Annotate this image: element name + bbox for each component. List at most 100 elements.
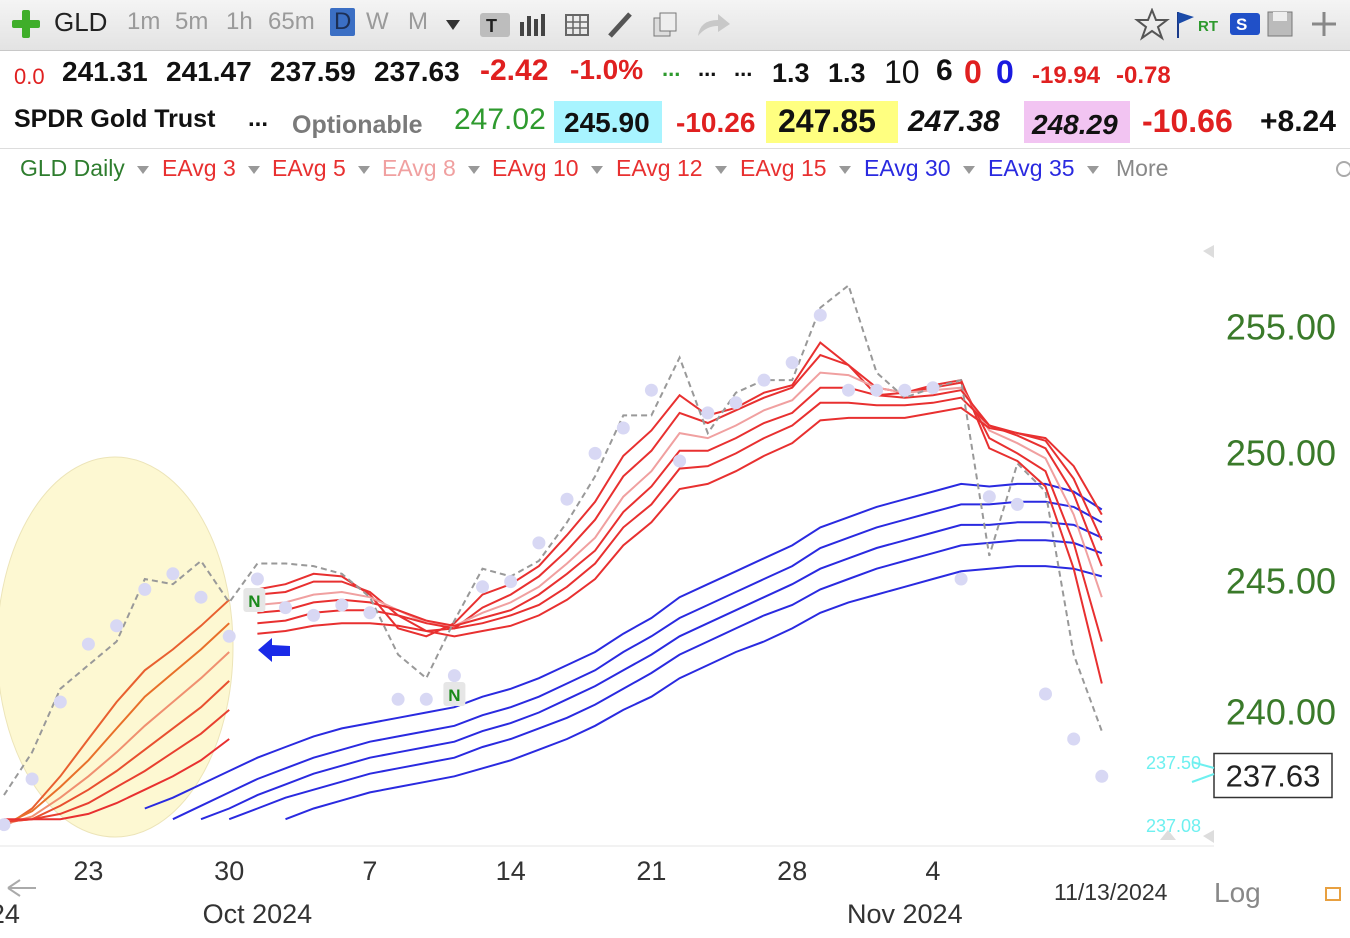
quote-dots-1: ... [698,56,717,81]
legend-eavg-3[interactable]: EAvg 3 [162,155,260,182]
date-label: 11/13/2024 [1054,879,1168,905]
ema-left-line [4,738,230,821]
quote-open: 241.31 [62,56,148,87]
x-tick-label: 23 [73,856,103,886]
ema-line-eavg-10 [257,386,1103,627]
flag-icon[interactable] [1177,12,1194,38]
price-dot [363,606,377,620]
add-symbol-icon[interactable] [12,10,40,38]
price-dot [898,383,912,397]
signal-marker: N [448,686,460,705]
quote-g: -19.94 [1032,62,1101,89]
toolbar-icons: T [480,12,730,38]
interval-daily[interactable]: D [330,8,356,36]
redo-icon[interactable] [698,14,730,36]
interval-5m[interactable]: 5m [175,8,209,35]
ema-left-line [3,622,230,826]
legend-more[interactable]: More [1116,155,1169,181]
scroll-right-icon[interactable] [1203,830,1214,843]
ema-line-eavg-30 [144,482,1103,810]
price-dot [644,383,658,397]
price-dot [757,373,771,387]
s-label: S [1236,15,1247,34]
chevron-down-icon [467,165,480,174]
move-icon[interactable] [1312,12,1336,36]
legend-label: EAvg 12 [616,155,703,181]
rt-label[interactable]: RT [1198,18,1218,35]
text-tool-icon[interactable]: T [480,13,510,37]
legend-eavg-10[interactable]: EAvg 10 [492,155,603,182]
interval-1m[interactable]: 1m [127,8,161,35]
legend-eavg-30[interactable]: EAvg 30 [864,155,975,182]
price-dot [616,421,630,435]
window-icon[interactable] [1325,887,1341,901]
month-label: Nov 2024 [847,899,963,929]
legend-gld-daily[interactable]: GLD Daily [20,155,149,182]
toolbar: GLD 1m 5m 1h 65m D W M T RT S [0,0,1350,51]
bar-chart-icon[interactable] [520,14,545,36]
quote-change-pct: -1.0% [570,54,644,85]
toolbar-right-icons: RT S [1134,8,1336,41]
quote-p2-cell: 245.90 [554,101,662,143]
price-dot [813,308,827,322]
instrument-name: SPDR Gold Trust [14,105,216,133]
ema-line-eavg-12 [257,396,1103,630]
signal-marker-bg [443,682,466,706]
interval-monthly[interactable]: M [408,8,428,35]
save-icon[interactable] [1267,11,1293,37]
price-line [3,283,1103,796]
price-dot [1039,687,1052,701]
legend-eavg-5[interactable]: EAvg 5 [272,155,370,182]
signal-markers: NN [243,588,466,706]
quote-dots-2: ... [734,56,753,81]
y-tick-label: 245.00 [1226,561,1336,602]
quote-row-1: 0.0 241.31 241.47 237.59 237.63 -2.42 -1… [0,54,1350,94]
quote-high: 241.47 [166,56,252,87]
symbol-field[interactable]: GLD [54,7,108,37]
interval-weekly[interactable]: W [366,8,389,35]
grid-add-icon[interactable] [565,14,589,36]
settings-icon[interactable] [1334,159,1350,179]
quote-change: -2.42 [480,54,549,87]
price-dot [476,580,489,594]
ema-line-eavg-15 [257,406,1103,638]
legend-label: EAvg 35 [988,155,1075,181]
price-dot [729,396,743,410]
quote-e: 0 [964,54,982,90]
quote-dots-green: ... [662,56,681,81]
legend-eavg-8[interactable]: EAvg 8 [382,155,480,182]
pages-icon[interactable] [653,12,677,37]
signal-marker-bg [243,588,266,612]
price-dot [110,619,124,633]
interval-dropdown-icon[interactable] [446,20,460,30]
log-toggle[interactable]: Log [1214,877,1261,908]
price-dot [1010,497,1024,511]
x-tick-label: 28 [777,856,807,886]
chevron-down-icon [1086,165,1099,174]
back-arrow-icon[interactable] [7,879,36,897]
band-lines [1191,761,1215,783]
quote-low: 237.59 [270,56,356,87]
chevron-down-icon [247,165,260,174]
interval-65m[interactable]: 65m [268,8,315,35]
ema-left-line [3,651,230,826]
scroll-left-icon[interactable] [1203,245,1214,258]
price-dot [785,356,799,370]
s-button-icon[interactable]: S [1230,13,1260,35]
legend-label: EAvg 15 [740,155,827,181]
price-dot [532,536,546,550]
quote-p4-cell: 247.85 [766,101,898,143]
price-dot [588,446,602,460]
interval-1h[interactable]: 1h [226,8,253,35]
legend-eavg-15[interactable]: EAvg 15 [740,155,851,182]
pencil-icon[interactable] [608,12,632,38]
price-dot [842,383,855,397]
name-dots: ... [248,105,269,132]
star-icon[interactable] [1134,8,1170,41]
legend-eavg-12[interactable]: EAvg 12 [616,155,727,182]
ema-lines-red [257,341,1103,684]
x-tick-label: 21 [636,856,666,886]
scroll-up-icon[interactable] [1160,830,1176,840]
legend-eavg-35[interactable]: EAvg 35 [988,155,1099,182]
